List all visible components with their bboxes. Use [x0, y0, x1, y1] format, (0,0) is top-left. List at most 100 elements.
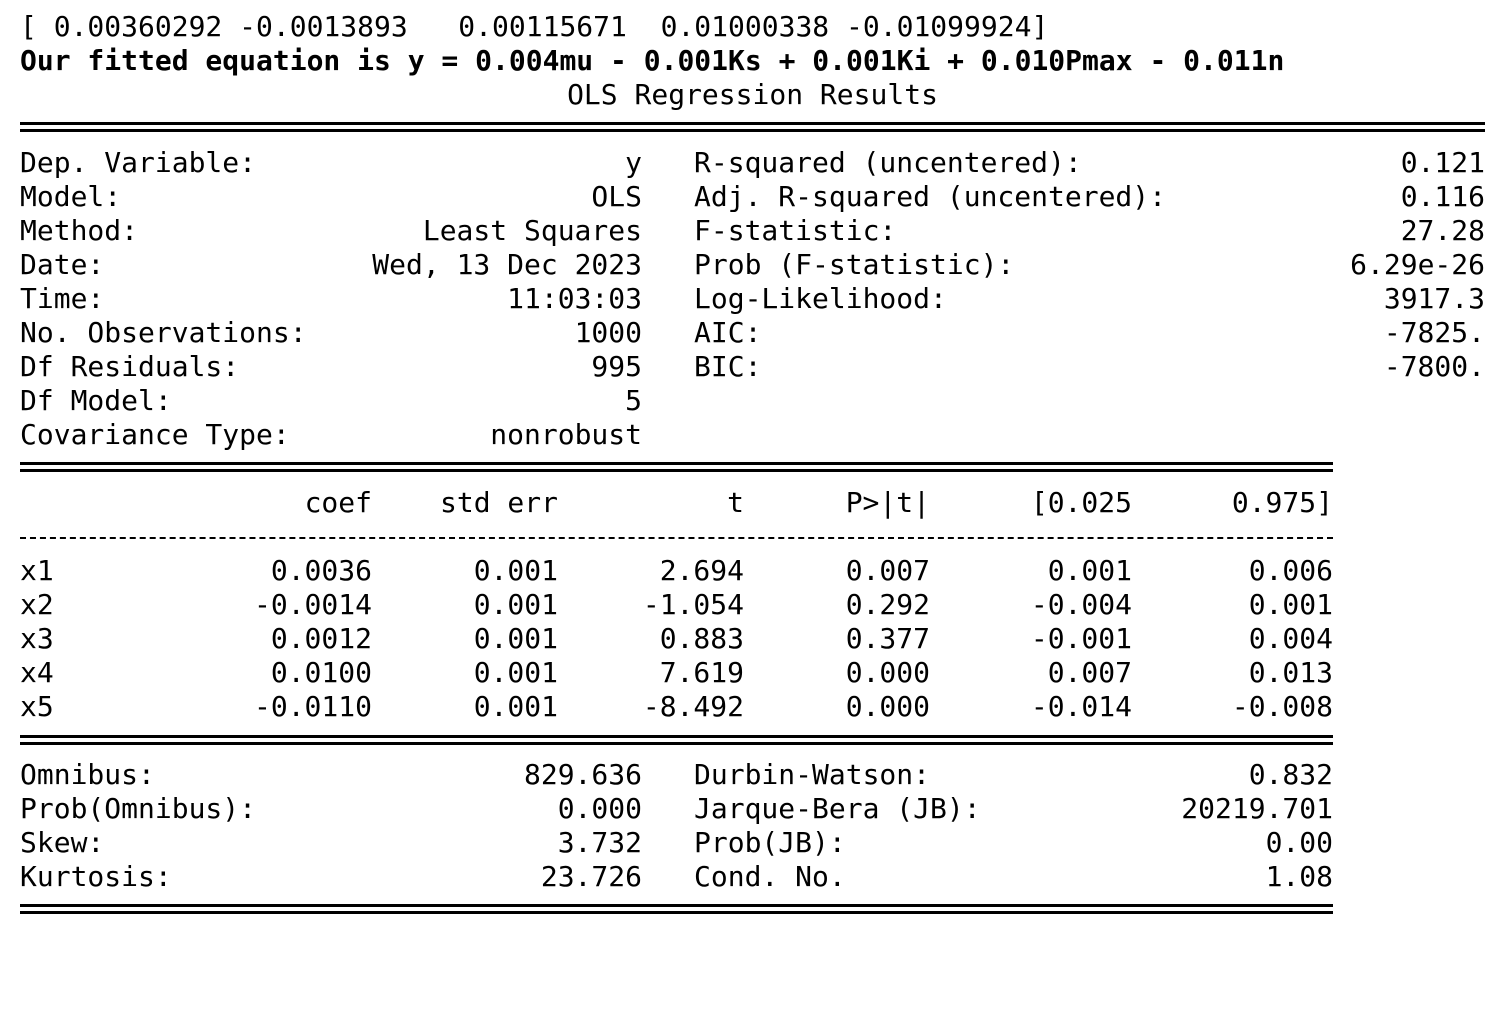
- table-row: x5 -0.0110 0.001 -8.492 0.000 -0.014 -0.…: [20, 690, 1490, 724]
- summary-left-value: y: [625, 146, 642, 179]
- summary-left-value: 995: [591, 350, 642, 383]
- summary-row: Df Residuals: 995 BIC: -7800.: [20, 350, 1490, 384]
- table-row: x1 0.0036 0.001 2.694 0.007 0.001 0.006: [20, 554, 1490, 588]
- coef-cell: -0.008: [1231, 690, 1333, 723]
- coef-header: P>|t|: [845, 486, 930, 519]
- coef-top-rule: [20, 462, 1333, 472]
- summary-row: Model: OLS Adj. R-squared (uncentered): …: [20, 180, 1490, 214]
- diag-left-value: 0.000: [557, 792, 642, 825]
- coef-row-name: x5: [20, 690, 54, 723]
- diag-right-value: 0.832: [1248, 758, 1333, 791]
- summary-left-value: 1000: [574, 316, 642, 349]
- diag-right-value: 0.00: [1265, 826, 1333, 859]
- summary-left-value: 11:03:03: [507, 282, 642, 315]
- coef-cell: 0.377: [845, 622, 930, 655]
- summary-row: Dep. Variable: y R-squared (uncentered):…: [20, 146, 1490, 180]
- coef-cell: -0.001: [1030, 622, 1132, 655]
- summary-right-value: 0.121: [1400, 146, 1485, 179]
- diagnostics-bottom-rule: [20, 904, 1333, 914]
- coef-row-name: x3: [20, 622, 54, 655]
- summary-left-value: nonrobust: [490, 418, 642, 451]
- diag-right-value: 20219.701: [1181, 792, 1333, 825]
- coef-header: coef: [304, 486, 372, 519]
- summary-right-label: Adj. R-squared (uncentered):: [694, 180, 1167, 213]
- summary-right-label: F-statistic:: [694, 214, 897, 247]
- coef-cell: 0.007: [845, 554, 930, 587]
- diag-right-value: 1.08: [1265, 860, 1333, 893]
- coef-cell: 0.0012: [270, 622, 372, 655]
- coef-cell: 0.013: [1248, 656, 1333, 689]
- coef-cell: -0.0014: [253, 588, 372, 621]
- diagnostics-row: Omnibus: 829.636 Durbin-Watson: 0.832: [20, 758, 1490, 792]
- coef-header: t: [727, 486, 744, 519]
- diag-right-label: Durbin-Watson:: [694, 758, 931, 791]
- summary-right-label: Prob (F-statistic):: [694, 248, 1015, 281]
- diag-left-value: 3.732: [557, 826, 642, 859]
- summary-right-label: AIC:: [694, 316, 762, 349]
- summary-left-label: Date:: [20, 248, 105, 281]
- summary-left-label: Dep. Variable:: [20, 146, 257, 179]
- coef-row-name: x4: [20, 656, 54, 689]
- summary-right-value: 0.116: [1400, 180, 1485, 213]
- summary-right-value: 3917.3: [1383, 282, 1485, 315]
- diag-left-label: Skew:: [20, 826, 105, 859]
- coef-cell: 0.001: [473, 622, 558, 655]
- coef-cell: 0.007: [1047, 656, 1132, 689]
- summary-left-label: Covariance Type:: [20, 418, 290, 451]
- results-title: OLS Regression Results: [567, 78, 938, 111]
- coef-cell: -0.0110: [253, 690, 372, 723]
- coef-header: 0.975]: [1231, 486, 1333, 519]
- diagnostics-row: Skew: 3.732 Prob(JB): 0.00: [20, 826, 1490, 860]
- coef-cell: -0.004: [1030, 588, 1132, 621]
- coef-cell: 0.001: [1248, 588, 1333, 621]
- coef-cell: -1.054: [642, 588, 744, 621]
- coef-row-name: x1: [20, 554, 54, 587]
- table-row: x4 0.0100 0.001 7.619 0.000 0.007 0.013: [20, 656, 1490, 690]
- summary-right-value: -7825.: [1383, 316, 1485, 349]
- coef-header: std err: [439, 486, 558, 519]
- summary-left-value: OLS: [591, 180, 642, 213]
- summary-row: Date: Wed, 13 Dec 2023 Prob (F-statistic…: [20, 248, 1490, 282]
- coef-cell: 0.000: [845, 690, 930, 723]
- summary-left-value: Wed, 13 Dec 2023: [372, 248, 642, 281]
- summary-right-label: BIC:: [694, 350, 762, 383]
- coef-cell: 0.006: [1248, 554, 1333, 587]
- coef-cell: 0.0100: [270, 656, 372, 689]
- coef-cell: 0.292: [845, 588, 930, 621]
- coef-header-divider: [20, 537, 1333, 539]
- coef-cell: 0.001: [473, 690, 558, 723]
- diag-right-label: Prob(JB):: [694, 826, 846, 859]
- diag-right-label: Jarque-Bera (JB):: [694, 792, 981, 825]
- diagnostics-top-rule: [20, 735, 1333, 745]
- summary-row: Method: Least Squares F-statistic: 27.28: [20, 214, 1490, 248]
- coef-cell: 7.619: [659, 656, 744, 689]
- summary-right-value: 27.28: [1400, 214, 1485, 247]
- coef-cell: 0.0036: [270, 554, 372, 587]
- coef-cell: 2.694: [659, 554, 744, 587]
- fitted-equation-line: Our fitted equation is y = 0.004mu - 0.0…: [20, 44, 1285, 77]
- coef-cell: -8.492: [642, 690, 744, 723]
- summary-row: No. Observations: 1000 AIC: -7825.: [20, 316, 1490, 350]
- coef-cell: -0.014: [1030, 690, 1132, 723]
- coef-cell: 0.001: [473, 656, 558, 689]
- summary-row: Covariance Type: nonrobust: [20, 418, 1490, 452]
- summary-left-value: Least Squares: [422, 214, 642, 247]
- diag-left-value: 23.726: [540, 860, 642, 893]
- summary-right-value: 6.29e-26: [1350, 248, 1485, 281]
- summary-right-label: Log-Likelihood:: [694, 282, 947, 315]
- diagnostics-row: Prob(Omnibus): 0.000 Jarque-Bera (JB): 2…: [20, 792, 1490, 826]
- coef-row-name: x2: [20, 588, 54, 621]
- summary-left-label: Time:: [20, 282, 105, 315]
- summary-right-value: -7800.: [1383, 350, 1485, 383]
- summary-right-label: R-squared (uncentered):: [694, 146, 1082, 179]
- coef-cell: 0.004: [1248, 622, 1333, 655]
- coef-cell: 0.000: [845, 656, 930, 689]
- summary-left-label: Df Model:: [20, 384, 172, 417]
- coef-cell: 0.883: [659, 622, 744, 655]
- diag-left-label: Omnibus:: [20, 758, 155, 791]
- coef-cell: 0.001: [473, 588, 558, 621]
- coef-cell: 0.001: [473, 554, 558, 587]
- diag-right-label: Cond. No.: [694, 860, 846, 893]
- coef-cell: 0.001: [1047, 554, 1132, 587]
- table-row: x3 0.0012 0.001 0.883 0.377 -0.001 0.004: [20, 622, 1490, 656]
